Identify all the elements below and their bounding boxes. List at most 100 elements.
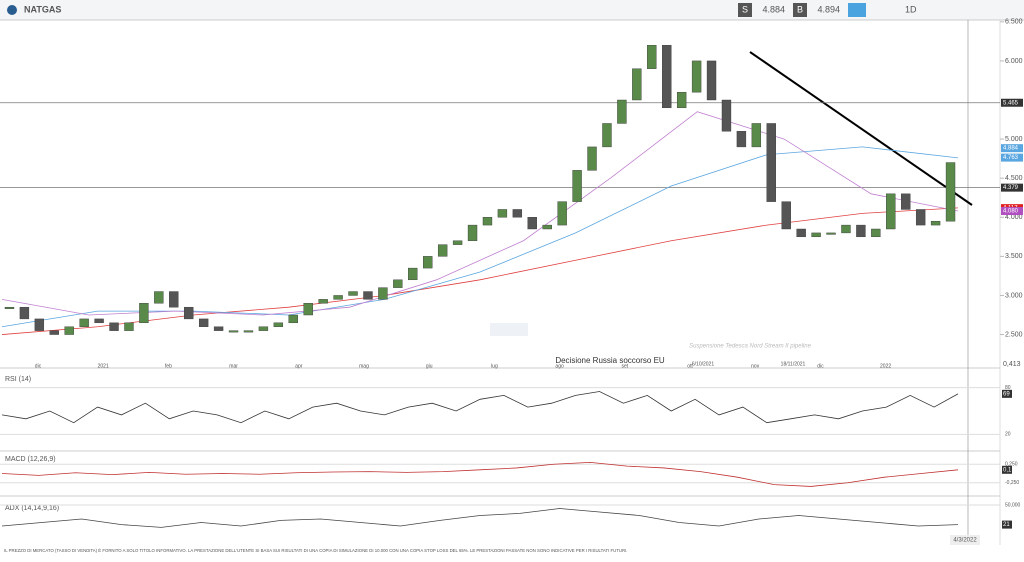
- month-label: mar: [229, 363, 238, 369]
- y-tick-label: 20: [1005, 432, 1011, 438]
- candle: [228, 330, 239, 333]
- candle: [766, 123, 776, 202]
- candle: [617, 99, 627, 124]
- candle: [841, 224, 851, 234]
- y-tick-label: 0,250: [1005, 462, 1018, 468]
- month-label: mag: [359, 363, 369, 369]
- disclaimer: IL PREZZO DI MERCATO (TASSO DI VENDITA) …: [4, 548, 627, 553]
- candle: [915, 209, 926, 226]
- candle: [930, 220, 941, 226]
- price-tag-label: 5.465: [1003, 100, 1019, 106]
- month-label: ago: [555, 363, 564, 369]
- y-tick-label: 4.000: [1005, 214, 1023, 221]
- buy-button[interactable]: [793, 3, 807, 17]
- candle: [184, 306, 194, 320]
- buy-price: 4.894: [817, 4, 840, 14]
- candle: [662, 45, 672, 109]
- buy-label: B: [797, 4, 803, 14]
- candle: [871, 228, 881, 238]
- cursor-date-box: [950, 535, 980, 545]
- value-tag-label: 21: [1003, 522, 1010, 528]
- timeframe[interactable]: 1D: [905, 4, 917, 14]
- value-tag-label: 69: [1003, 391, 1010, 397]
- annotation: Decisione Russia soccorso EU: [555, 356, 665, 365]
- cursor-date: 4/3/2022: [953, 538, 977, 544]
- month-label: ott: [687, 363, 693, 369]
- candle: [19, 306, 30, 320]
- candle: [751, 123, 762, 148]
- y-tick-label: 80: [1005, 385, 1011, 391]
- macd-line: [1, 461, 959, 487]
- value-tag-label: 0,1: [1003, 467, 1012, 473]
- rsi-label[interactable]: RSI (14): [5, 376, 31, 383]
- candle: [632, 68, 642, 101]
- y-tick-label: 6.000: [1005, 58, 1023, 65]
- cursor-value: 0,413: [1003, 361, 1021, 368]
- candle: [348, 291, 358, 296]
- candle: [258, 326, 269, 331]
- candle: [333, 295, 343, 300]
- value-tag: [1002, 465, 1012, 474]
- price-tag: [1001, 153, 1023, 162]
- crosshair-button[interactable]: [848, 3, 866, 17]
- candle: [691, 60, 702, 93]
- month-label: 2022: [880, 363, 891, 369]
- ma-200: [1, 207, 959, 335]
- candle: [408, 267, 418, 281]
- month-label: giu: [426, 363, 433, 369]
- month-label: lug: [491, 363, 498, 369]
- ma-50: [1, 111, 959, 316]
- y-tick-label: 4.500: [1005, 175, 1023, 182]
- sell-button[interactable]: [738, 3, 752, 17]
- rsi-line: [1, 391, 959, 424]
- candle: [527, 217, 537, 230]
- candle: [393, 279, 403, 288]
- price-tag-label: 4.379: [1003, 185, 1019, 191]
- candle: [901, 193, 911, 210]
- adx-line: [1, 508, 959, 528]
- candle: [273, 322, 284, 327]
- sell-price: 4.884: [762, 4, 785, 14]
- candle: [243, 330, 254, 333]
- candle: [721, 99, 732, 132]
- candle: [288, 314, 298, 324]
- candle: [706, 60, 717, 101]
- note: Suspensione Tedesca Nord Stream II pipel…: [689, 344, 812, 350]
- candle: [4, 306, 15, 309]
- zoom-controls[interactable]: [490, 323, 528, 336]
- candle: [423, 256, 433, 269]
- date-tag: 18/11/2021: [781, 361, 806, 367]
- candle: [811, 232, 821, 238]
- candle: [512, 209, 523, 218]
- logo: [7, 5, 17, 15]
- candle: [139, 303, 149, 324]
- adx-label[interactable]: ADX (14,14,9,16): [5, 505, 59, 512]
- month-label: dic: [35, 363, 42, 369]
- candle: [124, 322, 134, 331]
- candle: [945, 162, 956, 222]
- candle: [796, 228, 806, 238]
- price-tag: [1001, 98, 1023, 107]
- month-label: nov: [751, 363, 760, 369]
- month-label: 2021: [98, 363, 109, 369]
- candle: [363, 291, 373, 300]
- candle: [572, 170, 582, 202]
- candle: [94, 318, 104, 324]
- macd-label[interactable]: MACD (12,26,9): [5, 456, 56, 463]
- candle: [213, 326, 224, 331]
- date-tag: 6/10/2021: [692, 361, 714, 367]
- price-tag: [1001, 207, 1023, 216]
- value-tag: [1002, 389, 1012, 398]
- y-tick-label: 50,000: [1005, 502, 1021, 508]
- ma-100: [1, 146, 959, 328]
- candle: [49, 330, 59, 335]
- price-tag-label: 4.080: [1003, 209, 1019, 215]
- candle: [781, 201, 791, 230]
- y-tick-label: 3.000: [1005, 292, 1023, 299]
- value-tag: [1002, 520, 1012, 529]
- month-label: apr: [295, 363, 303, 369]
- candle: [452, 240, 463, 245]
- symbol: NATGAS: [24, 4, 61, 14]
